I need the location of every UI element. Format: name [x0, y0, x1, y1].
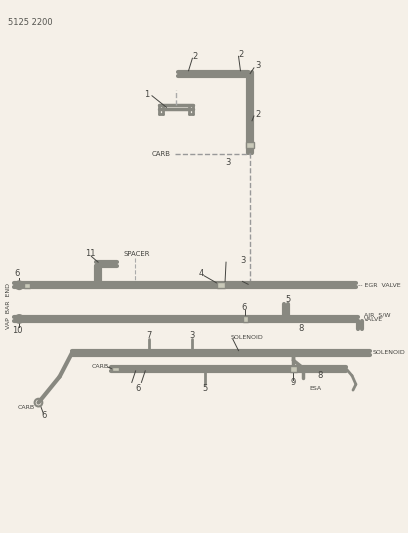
Text: 9: 9 [290, 378, 296, 387]
Text: 1: 1 [144, 90, 149, 99]
Text: 2: 2 [193, 52, 197, 61]
Text: CARB: CARB [152, 151, 171, 157]
Text: 2: 2 [239, 50, 244, 59]
Bar [112, 367, 119, 372]
Text: CARB: CARB [17, 405, 34, 410]
Text: 4: 4 [198, 269, 204, 278]
Text: ESA: ESA [310, 386, 322, 391]
Text: 8: 8 [317, 371, 323, 380]
Bar [217, 282, 225, 288]
Text: 3: 3 [225, 158, 231, 167]
Text: SPACER: SPACER [123, 252, 150, 257]
Bar [24, 283, 30, 288]
Text: 3: 3 [189, 331, 195, 340]
Text: 11: 11 [84, 249, 95, 258]
Text: VALVE: VALVE [364, 317, 383, 322]
Text: SOLENOID: SOLENOID [231, 335, 264, 340]
Text: 6: 6 [135, 384, 141, 393]
Text: 6: 6 [14, 269, 20, 278]
Text: SOLENOID: SOLENOID [372, 350, 405, 355]
Text: 2: 2 [255, 110, 260, 118]
Text: 7: 7 [146, 331, 152, 340]
Bar [243, 316, 248, 322]
Text: 5125 2200: 5125 2200 [8, 18, 52, 27]
Bar [290, 366, 297, 372]
Text: 8: 8 [298, 324, 304, 333]
Text: -- EGR  VALVE: -- EGR VALVE [358, 282, 400, 288]
Text: 5: 5 [202, 384, 207, 393]
Text: 3: 3 [255, 61, 260, 70]
Text: 5: 5 [286, 295, 291, 304]
Text: VAP  BAR  END: VAP BAR END [6, 284, 11, 329]
Text: 6: 6 [41, 410, 47, 419]
Text: 3: 3 [240, 256, 246, 265]
Text: AIR  S/W: AIR S/W [364, 312, 390, 318]
Text: CARB: CARB [91, 364, 109, 368]
Bar [246, 142, 254, 148]
Text: 6: 6 [242, 303, 247, 312]
Text: 10: 10 [12, 326, 22, 335]
